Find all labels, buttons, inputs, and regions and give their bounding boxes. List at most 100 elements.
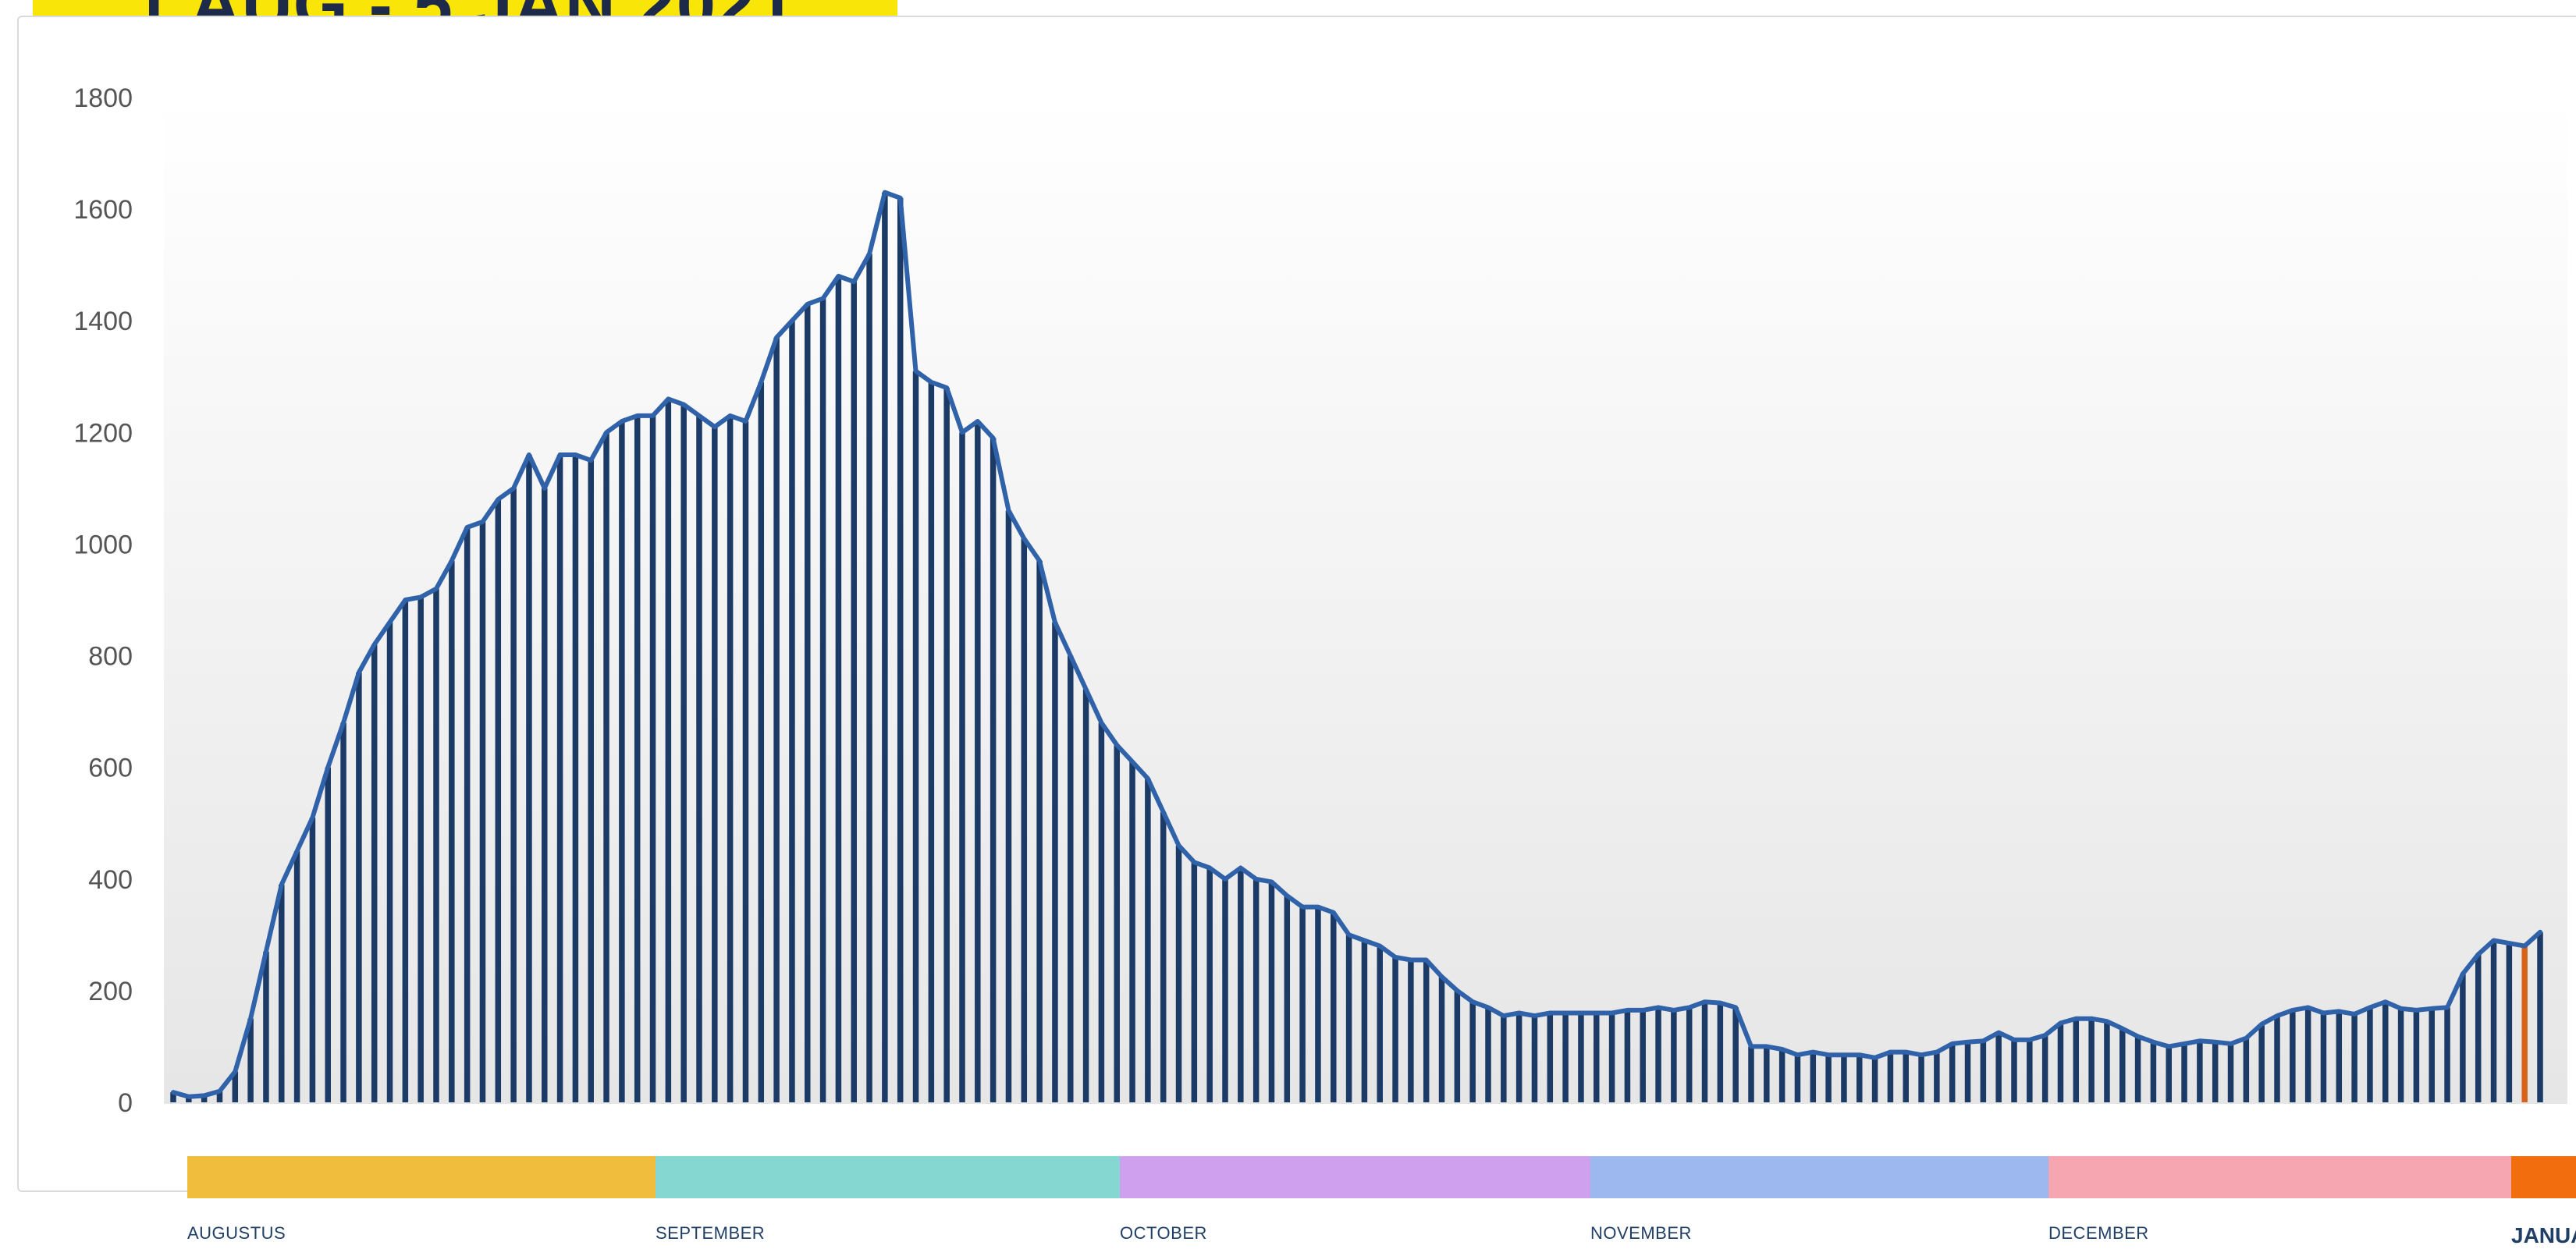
bar [1918, 1055, 1924, 1102]
bar [2227, 1043, 2234, 1102]
bar [293, 851, 300, 1102]
bar [2351, 1013, 2357, 1102]
bar [186, 1096, 192, 1102]
bar [2027, 1039, 2033, 1102]
bar [835, 275, 842, 1102]
bar [1501, 1016, 1507, 1102]
bar [1515, 1013, 1523, 1102]
month-band [1590, 1156, 2048, 1198]
bar [556, 454, 563, 1102]
month-band [656, 1156, 1120, 1198]
bar [696, 415, 702, 1102]
month-label: AUGUSTUS [187, 1223, 286, 1243]
bar [1191, 862, 1198, 1102]
bar [727, 415, 734, 1102]
bar [2397, 1008, 2404, 1102]
bar [542, 488, 548, 1102]
bar [1175, 845, 1182, 1102]
month-band [2048, 1156, 2511, 1198]
bar [2444, 1007, 2450, 1102]
y-tick-label: 400 [88, 865, 133, 895]
bar [340, 722, 346, 1102]
bar [2181, 1043, 2187, 1102]
bar [2521, 946, 2528, 1102]
bar [433, 588, 439, 1102]
bar [2212, 1041, 2219, 1102]
bar [1315, 907, 1321, 1102]
bar [1408, 960, 1414, 1102]
bar [1160, 811, 1167, 1102]
bar [1871, 1057, 1878, 1102]
bar [1594, 1013, 1600, 1102]
bar [1903, 1052, 1909, 1102]
bar [2119, 1028, 2126, 1102]
bar [1068, 655, 1074, 1102]
bar [1778, 1049, 1785, 1102]
bar [1082, 689, 1089, 1102]
bar [2336, 1011, 2343, 1102]
bar [2057, 1023, 2064, 1102]
bar [263, 951, 269, 1102]
bar [2150, 1041, 2157, 1102]
month-band-strip [187, 1156, 2576, 1198]
bar [1345, 935, 1352, 1102]
bar [975, 421, 981, 1102]
bar [1810, 1052, 1817, 1102]
bar [2475, 954, 2482, 1102]
bar [1485, 1007, 1491, 1102]
bar [1377, 946, 1383, 1102]
bar [2104, 1021, 2110, 1102]
x-axis-month-labels: AUGUSTUS SEPTEMBER OCTOBER NOVEMBER DECEMBER… [187, 1223, 2576, 1247]
bar [2429, 1008, 2435, 1102]
bar [2197, 1041, 2203, 1102]
bar [1562, 1013, 1569, 1102]
bar [789, 321, 795, 1102]
bar [1238, 868, 1244, 1102]
bar [634, 415, 641, 1102]
bar [216, 1091, 223, 1102]
bar [1701, 1002, 1708, 1102]
bar [943, 388, 950, 1103]
bar [1331, 912, 1337, 1102]
bar [1608, 1013, 1615, 1102]
bar [1454, 990, 1461, 1102]
y-tick-label: 1200 [73, 418, 133, 448]
bar [402, 600, 409, 1102]
bar [1145, 778, 1151, 1102]
bar [386, 622, 393, 1102]
month-label: DECEMBER [2048, 1223, 2149, 1243]
bar [1949, 1043, 1956, 1102]
bar [2166, 1046, 2172, 1102]
bar [417, 597, 424, 1102]
bar [928, 381, 935, 1102]
bar [526, 454, 532, 1102]
bar [1624, 1009, 1631, 1102]
bar [603, 432, 609, 1102]
bar [649, 415, 656, 1102]
bar [1887, 1052, 1894, 1102]
bar [1934, 1052, 1940, 1102]
bar [1655, 1007, 1661, 1102]
month-band [2511, 1156, 2576, 1198]
bar [1671, 1009, 1677, 1102]
bar [773, 337, 780, 1102]
bar [2041, 1035, 2048, 1102]
bar [2088, 1018, 2095, 1102]
bar [805, 303, 811, 1102]
bar [1438, 977, 1445, 1102]
bar [2367, 1007, 2373, 1102]
bar [2258, 1024, 2265, 1102]
bar [1980, 1041, 1987, 1102]
bar [495, 499, 502, 1102]
trend-line [171, 190, 2542, 1099]
bar [1052, 622, 1058, 1102]
bar [990, 438, 997, 1102]
bar [479, 521, 486, 1102]
y-tick-label: 1400 [73, 307, 133, 336]
bar [170, 1092, 176, 1102]
bar [2290, 1009, 2296, 1102]
bar [1794, 1055, 1801, 1102]
bar [588, 460, 594, 1102]
bar [1036, 560, 1043, 1102]
